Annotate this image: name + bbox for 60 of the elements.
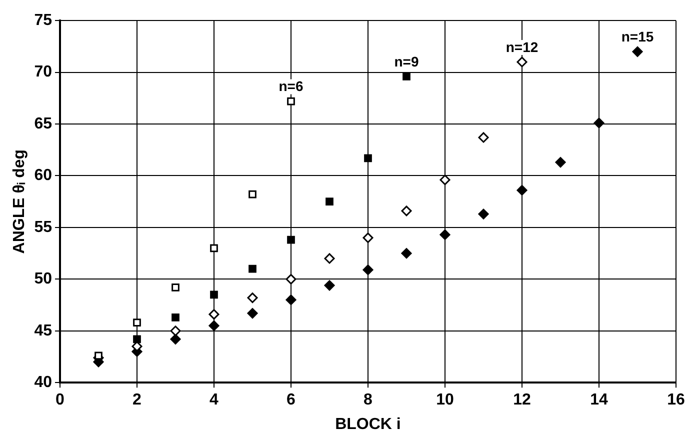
point — [170, 326, 181, 336]
point — [287, 97, 295, 106]
x-tick-label: 16 — [667, 392, 685, 409]
point — [326, 198, 334, 206]
annotation: n=6 — [278, 78, 304, 94]
x-tick-label: 0 — [56, 392, 65, 409]
point — [286, 274, 296, 284]
point — [401, 206, 412, 216]
point — [247, 292, 258, 304]
point — [172, 284, 180, 292]
point — [632, 46, 643, 57]
point — [324, 280, 335, 291]
point — [364, 154, 372, 162]
point — [478, 132, 489, 143]
y-tick-label: 55 — [34, 218, 52, 236]
annotation: n=9 — [394, 53, 419, 70]
point — [362, 232, 374, 244]
point — [478, 208, 489, 220]
point — [440, 229, 450, 240]
y-tick-label: 40 — [34, 374, 52, 392]
y-tick-label: 65 — [34, 115, 52, 132]
point — [402, 72, 410, 80]
point — [172, 314, 180, 322]
point — [287, 236, 295, 244]
x-tick-label: 2 — [132, 392, 142, 409]
point — [170, 334, 181, 344]
y-axis-title: ANGLE θᵢ deg — [11, 149, 28, 254]
x-tick-label: 14 — [590, 392, 608, 409]
x-axis-title: BLOCK i — [335, 416, 401, 433]
y-tick-label: 70 — [34, 64, 52, 81]
annotation: n=12 — [506, 38, 538, 55]
y-tick-label: 50 — [34, 270, 52, 288]
point — [248, 264, 256, 273]
point — [516, 56, 528, 68]
point — [594, 118, 604, 128]
y-tick-label: 75 — [34, 12, 52, 30]
x-tick-label: 8 — [364, 392, 373, 409]
point — [555, 157, 566, 168]
point — [247, 308, 258, 319]
point — [208, 309, 220, 320]
y-tick-label: 45 — [34, 322, 52, 340]
x-tick-label: 4 — [210, 392, 219, 409]
point — [210, 290, 218, 299]
point — [401, 248, 412, 259]
annotation: n=15 — [621, 28, 654, 44]
point — [133, 318, 141, 327]
point — [210, 244, 218, 252]
x-tick-label: 12 — [513, 392, 531, 409]
point — [133, 335, 141, 344]
point — [286, 294, 296, 306]
point — [440, 174, 450, 186]
point — [94, 352, 102, 360]
point — [516, 184, 528, 196]
point — [324, 253, 335, 264]
point — [208, 320, 220, 331]
y-tick-label: 60 — [34, 167, 52, 184]
point — [248, 190, 256, 198]
x-tick-label: 10 — [436, 392, 454, 409]
x-tick-label: 6 — [286, 392, 296, 409]
point — [362, 264, 374, 276]
